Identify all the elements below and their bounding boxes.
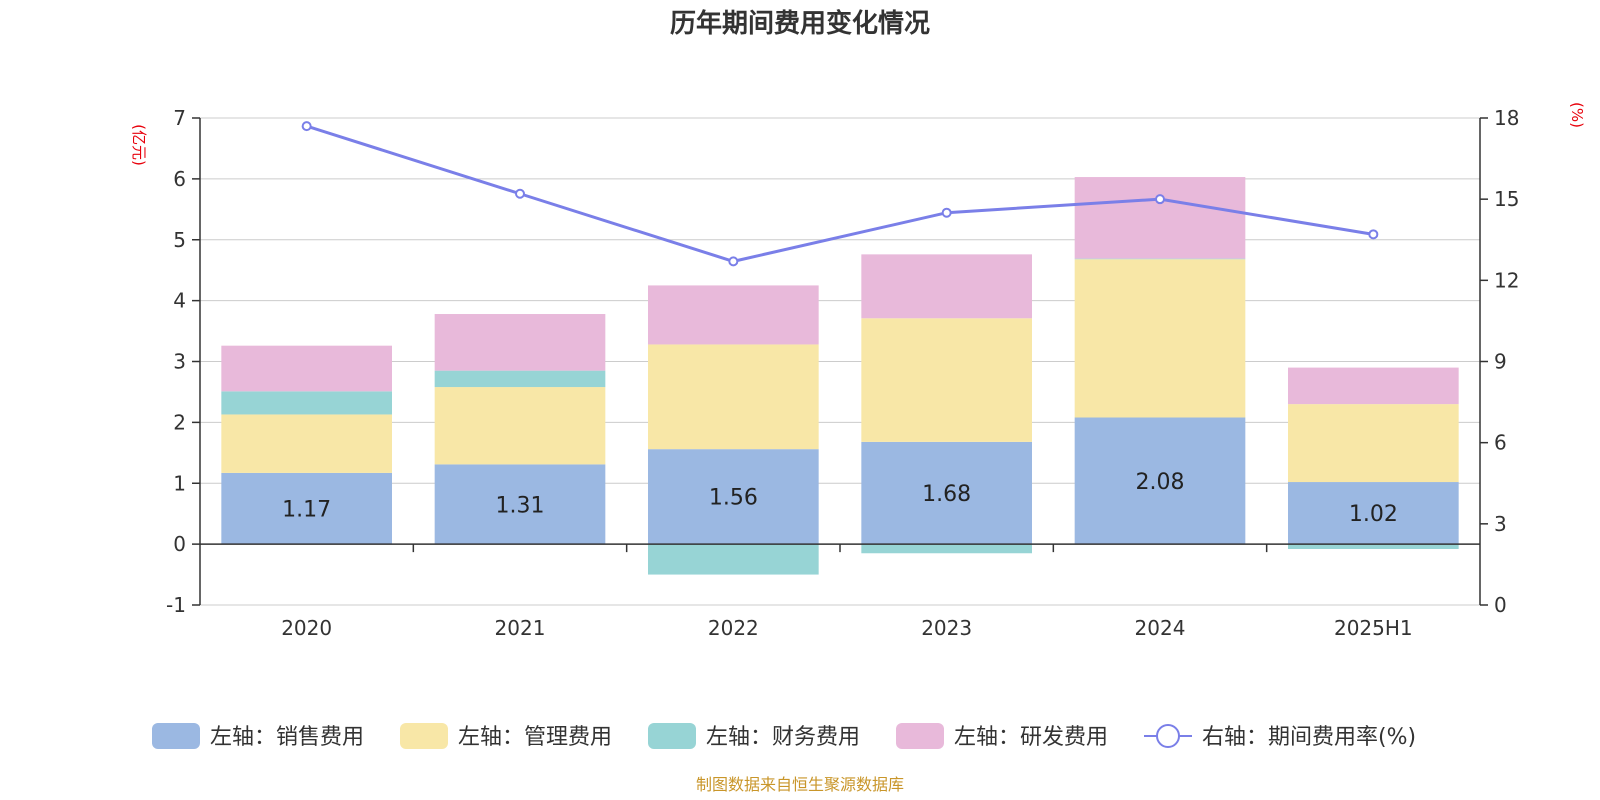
bar	[648, 544, 819, 575]
bar	[648, 449, 819, 545]
left-tick-label: 5	[173, 228, 186, 252]
chart-title: 历年期间费用变化情况	[670, 8, 930, 39]
legend-swatch	[152, 723, 200, 749]
bar-value-label: 1.17	[282, 498, 331, 523]
right-axis-ticks: 0 3 6 9 12 15 18	[1480, 106, 1519, 617]
legend-swatch	[400, 723, 448, 749]
bar-value-label: 1.56	[709, 486, 758, 511]
x-tick-label: 2023	[921, 616, 972, 640]
bar	[861, 254, 1032, 319]
line-series	[301, 121, 1379, 267]
rate-point	[515, 188, 525, 199]
bar	[221, 414, 392, 473]
right-tick-label: 15	[1494, 187, 1519, 211]
rate-point	[728, 256, 739, 267]
rate-line	[306, 124, 1374, 263]
right-axis-unit: (%)	[1568, 102, 1586, 128]
bar	[1288, 367, 1459, 405]
bar	[434, 387, 606, 465]
bar	[221, 391, 392, 415]
rate-point	[941, 207, 952, 218]
legend-label: 左轴：管理费用	[458, 725, 612, 750]
legend-label: 左轴：研发费用	[954, 725, 1108, 750]
bar	[1074, 259, 1246, 418]
bar	[434, 370, 606, 388]
right-tick-label: 0	[1494, 593, 1507, 617]
bar-value-label: 1.02	[1349, 502, 1398, 527]
legend-swatch	[896, 723, 944, 749]
left-tick-label: 3	[173, 350, 186, 374]
bar	[434, 464, 606, 545]
bar	[861, 544, 1032, 554]
left-axis-unit: (亿元)	[130, 124, 148, 166]
x-tick-label: 2024	[1135, 616, 1186, 640]
bar	[1288, 404, 1459, 483]
bar	[861, 441, 1032, 545]
left-tick-label: 1	[173, 471, 186, 495]
legend-swatch	[648, 723, 696, 749]
left-tick-label: -1	[166, 593, 186, 617]
left-tick-label: 7	[173, 106, 186, 130]
legend: 左轴：销售费用 左轴：管理费用 左轴：财务费用 左轴：研发费用 右轴：期间费用率(%)	[152, 723, 1416, 750]
legend-marker	[1156, 724, 1180, 748]
right-tick-label: 6	[1494, 431, 1507, 455]
bar	[1074, 258, 1246, 260]
bar	[648, 344, 819, 450]
left-tick-label: 4	[173, 289, 186, 313]
x-tick-label: 2020	[281, 616, 332, 640]
left-tick-label: 0	[173, 532, 186, 556]
bar	[221, 345, 392, 392]
bar-labels: 1.17 1.31 1.56 1.68 2.08 1.02	[282, 470, 1398, 527]
bar	[1074, 177, 1246, 259]
bar-value-label: 2.08	[1136, 470, 1185, 495]
bar	[1288, 482, 1459, 545]
right-tick-label: 12	[1494, 268, 1519, 292]
x-tick-label: 2025H1	[1334, 616, 1413, 640]
legend-label: 左轴：财务费用	[706, 725, 860, 750]
left-axis-ticks: -1 0 1 2 3 4 5 6 7	[166, 106, 200, 617]
right-tick-label: 3	[1494, 512, 1507, 536]
grid-lines	[200, 117, 1480, 606]
bar	[1288, 544, 1459, 549]
right-tick-label: 18	[1494, 106, 1519, 130]
bar-value-label: 1.68	[922, 482, 971, 507]
rate-point	[1368, 229, 1379, 240]
bar-value-label: 1.31	[496, 493, 545, 518]
rate-point	[1155, 194, 1165, 205]
bar-series	[221, 177, 1459, 575]
left-tick-label: 6	[173, 167, 186, 191]
x-axis-ticks: 2020 2021 2022 2023 2024 2025H1	[281, 616, 1412, 640]
source-note: 制图数据来自恒生聚源数据库	[696, 775, 904, 794]
x-tick-label: 2021	[495, 616, 546, 640]
bar	[1074, 417, 1246, 545]
right-tick-label: 9	[1494, 350, 1507, 374]
bar	[221, 472, 392, 545]
bar	[861, 318, 1032, 442]
bar	[434, 314, 606, 371]
rate-point	[301, 121, 312, 132]
legend-label: 左轴：销售费用	[210, 725, 364, 750]
bar	[648, 285, 819, 345]
left-tick-label: 2	[173, 410, 186, 434]
x-tick-label: 2022	[708, 616, 759, 640]
legend-label: 右轴：期间费用率(%)	[1202, 725, 1416, 750]
